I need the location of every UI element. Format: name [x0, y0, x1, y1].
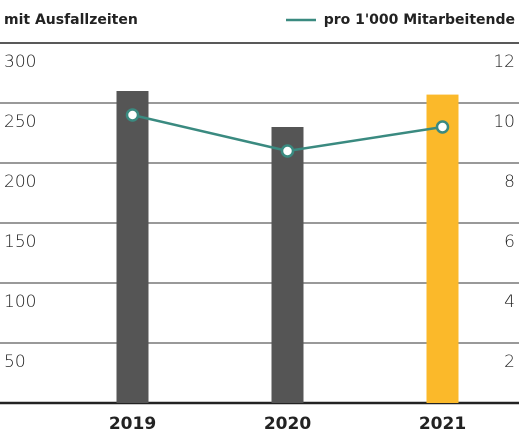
y2-tick-label: 2	[504, 352, 515, 372]
y-tick-label: 100	[4, 292, 36, 312]
legend-label: pro 1'000 Mitarbeitende	[324, 12, 515, 28]
y-tick-label: 150	[4, 232, 36, 252]
x-tick-label: 2019	[109, 414, 156, 434]
marker	[280, 144, 295, 158]
y2-tick-label: 4	[504, 292, 515, 312]
y2-tick-label: 10	[493, 112, 515, 132]
chart-title: mit Ausfallzeiten	[4, 12, 138, 28]
marker	[435, 120, 450, 134]
bar	[271, 127, 304, 403]
y2-tick-label: 6	[504, 232, 515, 252]
marker	[125, 108, 140, 122]
bar	[116, 91, 149, 403]
x-tick-label: 2021	[419, 414, 466, 434]
x-tick-label: 2020	[264, 414, 311, 434]
y-tick-label: 50	[4, 352, 26, 372]
bar	[426, 94, 459, 403]
y-tick-label: 200	[4, 172, 36, 192]
y-tick-label: 300	[4, 52, 36, 72]
y2-tick-label: 8	[504, 172, 515, 192]
y2-tick-label: 12	[493, 52, 515, 72]
y-tick-label: 250	[4, 112, 36, 132]
